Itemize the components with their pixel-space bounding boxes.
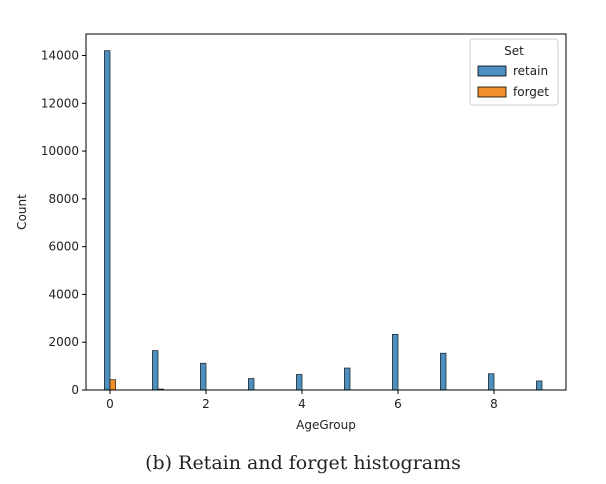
bar-forget-0 (109, 379, 116, 391)
bar-retain-0 (104, 50, 111, 391)
legend-entry-forget: forget (513, 85, 549, 99)
y-axis-label: Count (15, 194, 29, 230)
legend-swatch-retain (477, 65, 507, 77)
bar-retain-6 (392, 333, 399, 391)
y-axis-ticks: 0 2000 4000 6000 8000 10000 12000 14000 (41, 49, 86, 397)
y-tick-label: 2000 (48, 335, 79, 349)
y-tick-label: 14000 (41, 49, 79, 63)
legend: Set retain forget (469, 38, 559, 106)
plot-frame (85, 33, 567, 391)
y-tick-label: 4000 (48, 287, 79, 301)
legend-title: Set (504, 44, 524, 58)
y-tick-label: 8000 (48, 192, 79, 206)
y-tick-label: 10000 (41, 144, 79, 158)
y-tick-label: 0 (71, 383, 79, 397)
bar-retain-8 (488, 373, 495, 391)
bar-retain-1 (152, 350, 159, 391)
legend-swatch-forget (477, 86, 507, 98)
bar-retain-2 (200, 362, 207, 391)
x-axis-label: AgeGroup (296, 418, 356, 432)
bars-layer (104, 50, 543, 391)
legend-entry-retain: retain (513, 64, 548, 78)
bar-retain-5 (344, 367, 351, 391)
bar-retain-7 (440, 352, 447, 391)
x-axis-ticks: 0 2 4 6 8 (106, 390, 498, 411)
y-tick-label: 6000 (48, 240, 79, 254)
bar-retain-9 (536, 380, 543, 391)
x-tick-label: 0 (106, 397, 114, 411)
y-tick-label: 12000 (41, 96, 79, 110)
x-tick-label: 2 (202, 397, 210, 411)
figure-caption: (b) Retain and forget histograms (145, 452, 461, 474)
histogram-chart: 0 2000 4000 6000 8000 10000 12000 14000 0 2 4 6 8 A… (15, 33, 567, 432)
x-tick-label: 8 (490, 397, 498, 411)
bar-retain-3 (248, 378, 255, 391)
x-tick-label: 6 (394, 397, 402, 411)
x-tick-label: 4 (298, 397, 306, 411)
bar-retain-4 (296, 374, 303, 391)
